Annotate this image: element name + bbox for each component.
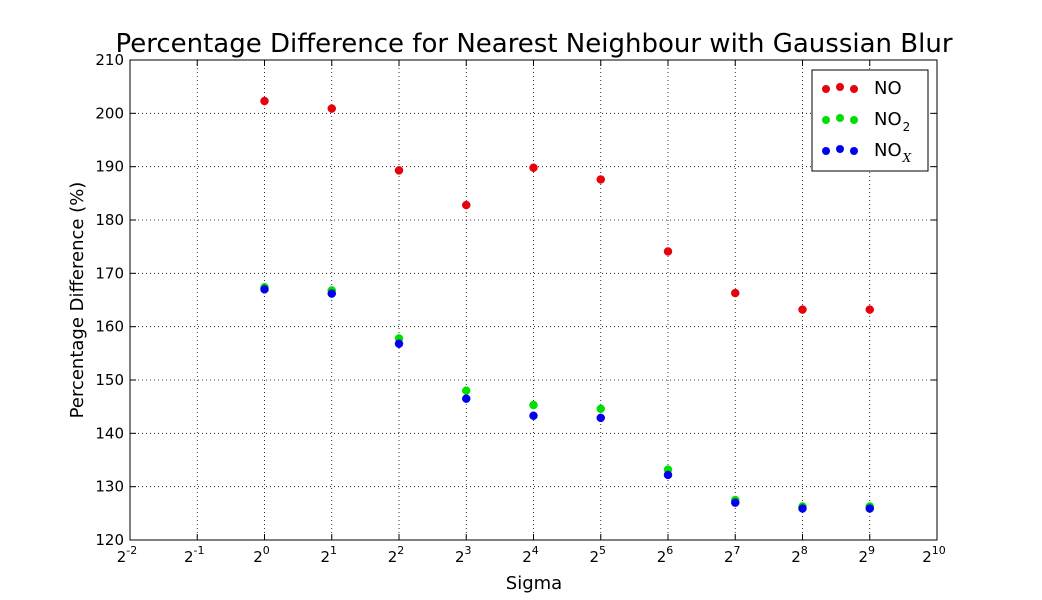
- y-tick-label: 160: [95, 318, 124, 336]
- legend-marker: [822, 114, 858, 124]
- x-tick-label: 22: [388, 544, 405, 566]
- legend-marker-dot: [850, 85, 858, 93]
- data-point: [529, 411, 538, 420]
- x-tick-label: 26: [657, 544, 674, 566]
- data-point: [462, 394, 471, 403]
- legend-label: NOX: [874, 140, 912, 165]
- x-axis-label: Sigma: [506, 573, 562, 594]
- x-tick-label: 210: [922, 544, 946, 566]
- x-tick-label: 28: [791, 544, 808, 566]
- y-tick-label: 120: [95, 531, 124, 549]
- data-point: [260, 285, 269, 294]
- legend-box: [811, 69, 929, 172]
- series-no: [260, 96, 874, 314]
- data-points: [260, 96, 874, 513]
- y-tick-label: 150: [95, 371, 124, 389]
- legend-marker-dot: [850, 147, 858, 155]
- y-tick-label: 170: [95, 264, 124, 282]
- series-no2: [260, 282, 874, 511]
- data-point: [394, 166, 404, 175]
- legend-marker-dot: [836, 114, 844, 122]
- legend-marker-dot: [836, 145, 844, 153]
- data-point: [731, 288, 740, 298]
- y-axis-label: Percentage Difference (%): [67, 182, 88, 419]
- series-nox: [260, 285, 874, 513]
- data-point: [798, 305, 807, 314]
- data-point: [865, 305, 874, 314]
- legend-marker: [822, 145, 858, 155]
- data-point: [663, 470, 673, 480]
- y-tick-label: 180: [95, 211, 124, 229]
- y-tick-label: 140: [95, 424, 124, 442]
- data-point: [462, 386, 471, 395]
- data-point: [260, 96, 269, 106]
- data-point: [731, 498, 740, 507]
- legend-marker-dot: [836, 83, 844, 91]
- data-point: [462, 200, 471, 210]
- x-tick-label: 25: [589, 544, 606, 566]
- y-axis: 120 130 140 150 160 170 180 190 200 210: [95, 51, 937, 549]
- x-axis: 2-2 2-1 20 21 22 23 24 25 26 27 28 29 210: [117, 60, 946, 566]
- chart-title: Percentage Difference for Nearest Neighb…: [115, 29, 952, 59]
- legend-marker-dot: [850, 116, 858, 124]
- data-point: [596, 175, 605, 184]
- legend-marker-dot: [822, 116, 830, 124]
- y-tick-label: 190: [95, 158, 124, 176]
- legend-marker-dot: [822, 85, 830, 93]
- y-tick-label: 210: [95, 51, 124, 69]
- data-point: [327, 104, 336, 113]
- x-tick-label: 2-2: [117, 544, 138, 566]
- data-point: [327, 289, 336, 298]
- x-tick-label: 2-1: [184, 544, 205, 566]
- y-tick-label: 130: [95, 478, 124, 496]
- x-tick-label: 24: [522, 544, 539, 566]
- legend: NO NO2 NOX: [811, 69, 929, 172]
- x-tick-label: 23: [455, 544, 472, 566]
- legend-marker: [822, 83, 858, 93]
- legend-label: NO: [874, 78, 902, 99]
- data-point: [394, 339, 404, 348]
- data-point: [798, 504, 807, 513]
- data-point: [865, 504, 874, 513]
- legend-label: NO2: [874, 109, 910, 134]
- data-point: [663, 247, 673, 256]
- data-point: [596, 404, 605, 414]
- x-tick-label: 27: [724, 544, 741, 566]
- y-tick-label: 200: [95, 104, 124, 122]
- data-point: [529, 400, 538, 410]
- data-point: [529, 163, 538, 172]
- legend-marker-dot: [822, 147, 830, 155]
- x-tick-label: 21: [320, 544, 337, 566]
- x-tick-label: 29: [858, 544, 875, 566]
- data-point: [596, 413, 605, 423]
- x-tick-label: 20: [253, 544, 270, 566]
